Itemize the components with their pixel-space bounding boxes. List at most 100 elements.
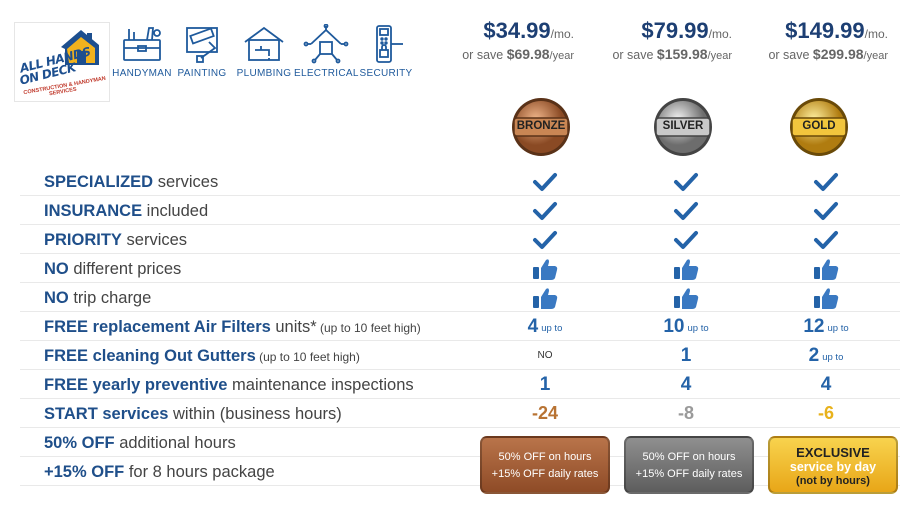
checkmark-icon [781,225,871,254]
checkmark-icon [500,167,590,196]
silver-badge: SILVER [652,96,714,158]
yearly-savings: or save $159.98/year [612,46,732,62]
box-line1: 50% OFF on hours [498,451,592,463]
feature-label-rest: within (business hours) [168,405,342,423]
thumbs-up-icon [500,283,590,312]
smart-lock-icon [376,25,403,63]
filters-value: 10 up to [641,312,731,341]
yearly-savings: or save $299.98/year [768,46,888,62]
value-number: 4 [680,373,692,395]
gutters-value: NO [500,341,590,370]
feature-row: FREE replacement Air Filters units* (up … [0,312,914,341]
service-label: HANDYMAN [112,68,172,79]
feature-label: START services within (business hours) [44,405,342,424]
feature-label: NO different prices [44,260,181,279]
row-divider [20,456,900,457]
price-gold: $149.99/mo. or save $299.98/year [738,18,888,62]
thumbs-up-icon [781,254,871,283]
row-divider [20,485,900,486]
value-upto: up to [687,323,709,334]
feature-label-rest: services [121,231,188,249]
feature-label: FREE replacement Air Filters units* (up … [44,318,421,337]
feature-label-note: (up to 10 feet high) [255,350,360,364]
row-divider [20,340,900,341]
inspections-value: 1 [500,370,590,399]
thumbs-up-icon [641,283,731,312]
service-plumbing: PLUMBING [234,24,294,79]
inspections-value: 4 [641,370,731,399]
start-hours-value: -8 [641,399,731,428]
badge-seal-icon [654,98,712,156]
value-number: -6 [817,403,834,423]
feature-row: +15% OFF for 8 hours package [0,457,914,486]
row-divider [20,427,900,428]
service-handyman: HANDYMAN [110,24,174,79]
value-number: -24 [531,403,558,423]
feature-label-bold: +15% OFF [44,463,125,481]
feature-label-rest: for 8 hours package [124,463,275,481]
gold-badge: GOLD [788,96,850,158]
bronze-badge: BRONZE [510,96,572,158]
gold-exclusive-box: EXCLUSIVE service by day (not by hours) [768,436,898,494]
value-number: 10 [663,315,685,337]
price-bronze: $34.99/mo. or save $69.98/year [436,18,574,62]
checkmark-icon [781,196,871,225]
feature-row: 50% OFF additional hours [0,428,914,457]
feature-row: NO different prices [0,254,914,283]
filters-value: 4 up to [500,312,590,341]
box-line2: +15% OFF daily rates [635,468,743,480]
feature-label-bold: FREE replacement Air Filters [44,318,271,336]
checkmark-icon [641,167,731,196]
feature-label-bold: NO [44,260,69,278]
feature-label: PRIORITY services [44,231,187,250]
feature-row: INSURANCE included [0,196,914,225]
gutters-value: 1 [641,341,731,370]
checkmark-icon [500,196,590,225]
gutters-value: 2 up to [781,341,871,370]
yearly-savings: or save $69.98/year [462,46,574,62]
feature-row: PRIORITY services [0,225,914,254]
service-label: SECURITY [359,68,413,79]
feature-row: FREE cleaning Out Gutters (up to 10 feet… [0,341,914,370]
feature-label: FREE yearly preventive maintenance inspe… [44,376,414,395]
value-number: -8 [677,403,694,423]
feature-label-rest: services [153,173,219,191]
bronze-discount-box: 50% OFF on hours +15% OFF daily rates [480,436,610,494]
feature-label-note: (up to 10 feet high) [316,321,421,335]
service-electrical: ELECTRICAL [294,24,358,79]
row-divider [20,195,900,196]
company-logo: ALL HANDS ON DECK CONSTRUCTION & HANDYMA… [14,22,110,102]
value-upto: up to [541,323,563,334]
feature-label-bold: SPECIALIZED [44,173,154,191]
box-line1: EXCLUSIVE [796,445,870,460]
box-line2: service by day [789,460,877,474]
feature-label-bold: NO [44,289,69,307]
filters-value: 12 up to [781,312,871,341]
value-number: 4 [527,315,539,337]
feature-label: +15% OFF for 8 hours package [44,463,275,482]
row-divider [20,253,900,254]
feature-label-bold: FREE cleaning Out Gutters [44,347,256,365]
value-number: 2 [808,344,820,366]
monthly-price: $149.99/mo. [785,18,888,43]
value-number: 1 [680,344,692,366]
box-line2: +15% OFF daily rates [491,468,599,480]
feature-label: 50% OFF additional hours [44,434,236,453]
checkmark-icon [500,225,590,254]
feature-label-rest: additional hours [114,434,236,452]
thumbs-up-icon [641,254,731,283]
feature-label-rest: maintenance inspections [227,376,414,394]
checkmark-icon [641,196,731,225]
value-upto: up to [827,323,849,334]
feature-label: INSURANCE included [44,202,208,221]
paint-roller-icon [186,27,218,63]
feature-label-rest: trip charge [68,289,152,307]
feature-row: FREE yearly preventive maintenance inspe… [0,370,914,399]
toolbox-icon [123,27,161,61]
feature-label-bold: PRIORITY [44,231,122,249]
service-painting: PAINTING [174,24,230,79]
value-number: 1 [539,373,551,395]
price-silver: $79.99/mo. or save $159.98/year [580,18,732,62]
feature-label-bold: FREE yearly preventive [44,376,228,394]
value-upto: up to [822,352,844,363]
